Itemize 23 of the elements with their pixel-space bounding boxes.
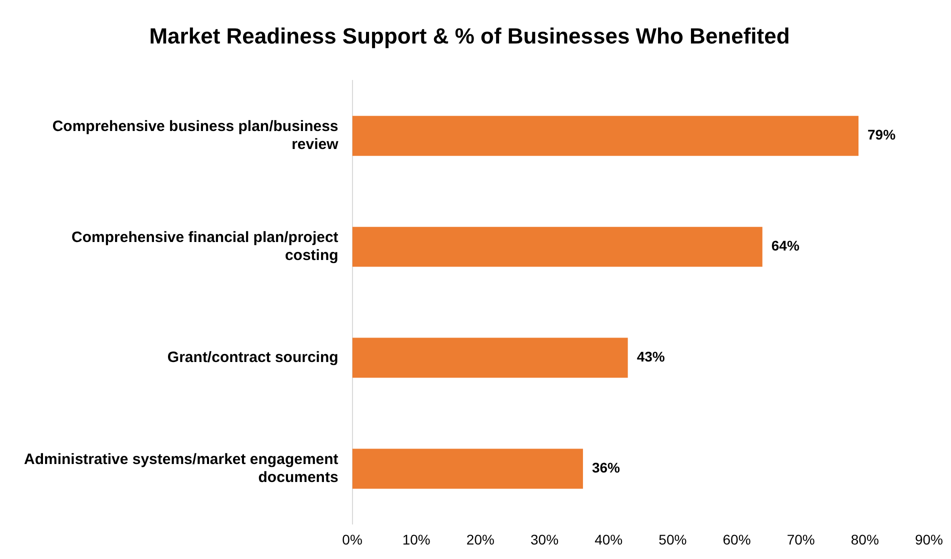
bar — [352, 448, 583, 489]
bar — [352, 116, 859, 156]
x-tick-label: 90% — [914, 531, 944, 548]
x-tick-label: 60% — [722, 531, 751, 548]
data-label: 43% — [636, 348, 666, 365]
y-tick-label: Comprehensive business plan/business review — [52, 118, 339, 154]
bar — [352, 338, 628, 378]
x-tick-label: 10% — [402, 531, 430, 548]
y-tick-label: Comprehensive financial plan/project costing — [72, 228, 338, 264]
bar — [352, 226, 762, 267]
x-tick-label: 70% — [786, 531, 815, 548]
chart-title: Market Readiness Support & % of Businesses Who Benefited — [149, 23, 790, 48]
x-tick-label: 80% — [850, 531, 879, 548]
data-label: 36% — [592, 460, 621, 476]
x-tick-label: 40% — [594, 531, 623, 548]
y-tick-label: Grant/contract sourcing — [167, 348, 338, 366]
x-tick-label: 0% — [342, 531, 362, 548]
x-tick-label: 30% — [530, 531, 559, 548]
x-tick-label: 50% — [658, 531, 687, 548]
data-label: 64% — [771, 238, 800, 254]
x-tick-label: 20% — [466, 531, 494, 548]
data-label: 79% — [868, 126, 896, 143]
y-tick-label: Administrative systems/market engagement documents — [24, 450, 338, 486]
